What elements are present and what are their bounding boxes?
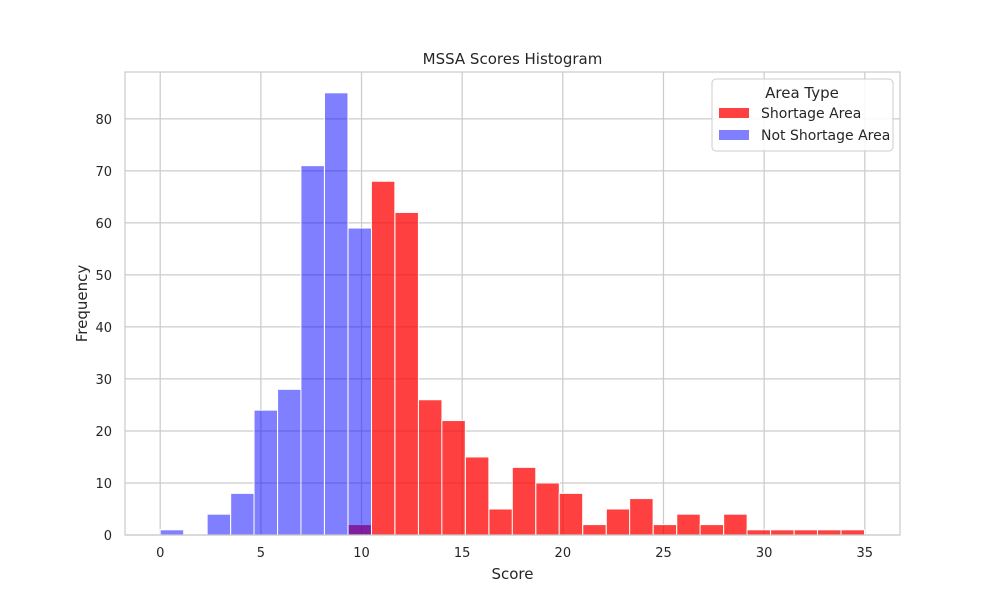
y-tick-label: 80 [95, 113, 112, 128]
y-tick-label: 50 [95, 269, 112, 284]
chart-title: MSSA Scores Histogram [423, 50, 603, 68]
bar-shortage-area [746, 529, 771, 536]
bar-shortage-area [605, 508, 631, 536]
bar-shortage-area [394, 211, 419, 536]
bar-shortage-area [582, 524, 607, 536]
bar-not-shortage-area [253, 409, 279, 536]
bar-shortage-area [417, 399, 443, 536]
x-tick-label: 5 [257, 546, 265, 561]
bar-not-shortage-area [323, 92, 349, 536]
bar-shortage-area [723, 513, 748, 536]
x-tick-label: 35 [856, 546, 873, 561]
bars-layer [159, 92, 865, 536]
y-tick-label: 40 [95, 321, 112, 336]
legend-label-not-shortage-area: Not Shortage Area [761, 128, 890, 144]
y-tick-label: 70 [95, 165, 112, 180]
y-tick-label: 20 [95, 425, 112, 440]
bar-not-shortage-area [277, 388, 302, 536]
bar-shortage-area [629, 498, 654, 536]
x-tick-label: 30 [756, 546, 773, 561]
y-tick-label: 10 [95, 477, 112, 492]
legend-frame [711, 78, 894, 152]
x-axis-label: Score [491, 565, 533, 583]
bar-shortage-area [488, 508, 513, 536]
legend-title: Area Type [765, 84, 839, 102]
bar-shortage-area [535, 482, 560, 536]
bar-shortage-area [652, 524, 678, 536]
x-tick-label: 15 [454, 546, 471, 561]
ticks-layer: 0 5 10 15 20 25 30 35 0 10 20 30 40 50 60 70 80 [95, 113, 873, 561]
x-tick-label: 0 [156, 546, 164, 561]
bar-shortage-area [770, 529, 795, 536]
bar-not-shortage-area [347, 227, 373, 536]
bar-not-shortage-area [206, 513, 232, 536]
x-tick-label: 10 [353, 546, 370, 561]
bar-shortage-area [511, 466, 537, 536]
bar-shortage-area [793, 529, 819, 536]
legend-label-shortage-area: Shortage Area [761, 106, 861, 122]
bar-shortage-area [441, 420, 466, 536]
bar-shortage-area [370, 180, 396, 536]
bar-shortage-area [816, 529, 842, 536]
plot-frame [124, 71, 901, 536]
bar-not-shortage-area [159, 529, 185, 536]
legend-swatch-not-shortage-area [719, 130, 749, 140]
x-tick-label: 25 [655, 546, 672, 561]
y-axis-label: Frequency [73, 265, 91, 343]
y-tick-label: 0 [104, 529, 112, 544]
bar-shortage-area [558, 492, 584, 536]
bar-shortage-area [676, 513, 701, 536]
legend: Area Type Shortage Area Not Shortage Are… [711, 78, 894, 152]
x-tick-label: 20 [555, 546, 572, 561]
bar-not-shortage-area [300, 165, 325, 536]
bar-shortage-area [464, 456, 490, 536]
bar-shortage-area [840, 529, 865, 536]
y-tick-label: 30 [95, 373, 112, 388]
legend-swatch-shortage-area [719, 108, 749, 118]
bar-shortage-area [699, 524, 725, 536]
y-tick-label: 60 [95, 217, 112, 232]
bar-not-shortage-area [230, 492, 255, 536]
